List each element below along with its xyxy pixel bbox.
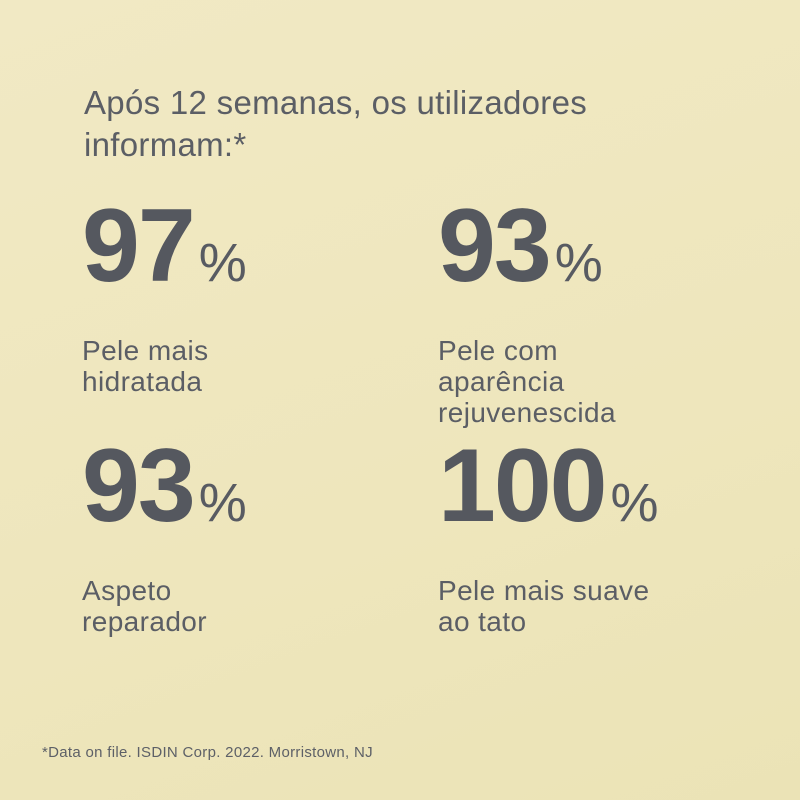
stat-value: 93 xyxy=(82,428,196,544)
percent-sign: % xyxy=(554,233,603,293)
footnote: *Data on file. ISDIN Corp. 2022. Morrist… xyxy=(42,744,373,761)
percent-sign: % xyxy=(610,473,659,533)
stat-number: 100% xyxy=(438,434,768,563)
stat-label: Pele mais suave ao tato xyxy=(438,575,650,637)
stat-repairing-aspect: 93% Aspeto reparador xyxy=(82,434,412,637)
stat-value: 100 xyxy=(438,428,608,544)
stat-value: 97 xyxy=(82,188,196,304)
percent-sign: % xyxy=(198,233,247,293)
stat-label: Aspeto reparador xyxy=(82,575,208,637)
stat-number: 93% xyxy=(82,434,412,563)
stat-label: Pele mais hidratada xyxy=(82,335,209,397)
stat-rejuvenated-appearance: 93% Pele com aparência rejuvenescida xyxy=(438,194,768,428)
stat-number: 93% xyxy=(438,194,768,323)
headline: Após 12 semanas, os utilizadores informa… xyxy=(84,84,588,163)
percent-sign: % xyxy=(198,473,247,533)
stat-label: Pele com aparência rejuvenescida xyxy=(438,335,616,428)
stat-softer-skin: 100% Pele mais suave ao tato xyxy=(438,434,768,637)
stat-value: 93 xyxy=(438,188,552,304)
stat-number: 97% xyxy=(82,194,412,323)
stat-skin-hydration: 97% Pele mais hidratada xyxy=(82,194,412,397)
